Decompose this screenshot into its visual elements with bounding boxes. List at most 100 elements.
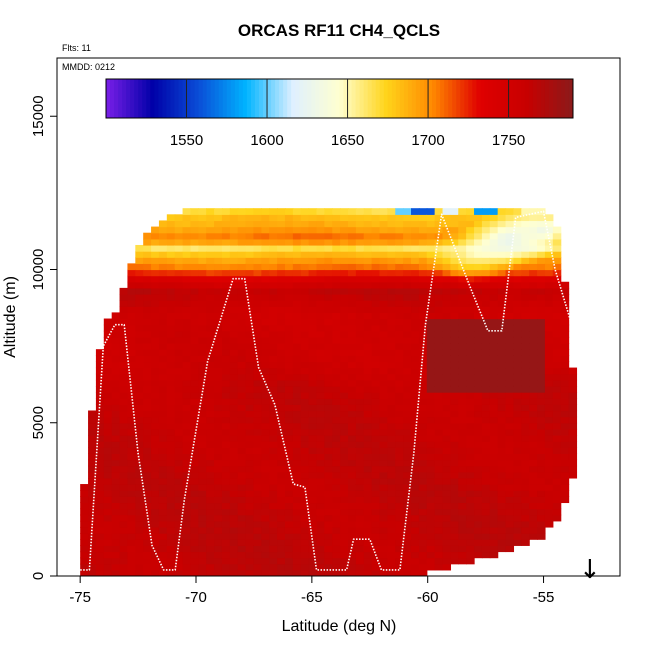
heatmap-cell [458,533,467,540]
heatmap-cell [292,477,302,485]
heatmap-cell [214,471,223,479]
heatmap-cell [269,465,278,473]
heatmap-cell [544,336,554,344]
heatmap-cell [324,514,333,522]
heatmap-cell [206,220,215,228]
heatmap-cell [434,392,444,399]
heatmap-cell [458,496,467,504]
heatmap-cell [442,435,452,442]
heatmap-cell [505,471,515,479]
heatmap-cell [95,373,105,381]
heatmap-cell [521,422,530,430]
heatmap-cell [308,306,318,313]
heatmap-cell [214,214,223,222]
heatmap-cell [355,526,365,534]
heatmap-cell [505,539,515,546]
heatmap-cell [324,392,333,399]
heatmap-cell [363,367,373,375]
heatmap-cell [151,514,160,522]
heatmap-cell [253,300,262,307]
heatmap-cell [434,490,444,497]
heatmap-cell [426,471,436,479]
heatmap-cell [182,422,192,430]
heatmap-cell [474,526,483,534]
heatmap-cell [481,349,491,356]
heatmap-cell [403,385,412,393]
heatmap-cell [119,367,129,375]
heatmap-cell [403,287,412,295]
heatmap-cell [151,294,160,301]
heatmap-cell [237,300,247,307]
heatmap-cell [537,441,546,448]
heatmap-cell [229,533,239,540]
heatmap-cell [568,453,578,461]
heatmap-cell [182,343,192,350]
heatmap-cell [426,502,436,510]
colorbar-segment [403,79,409,118]
heatmap-cell [198,226,207,234]
heatmap-cell [355,453,365,461]
heatmap-cell [135,484,144,491]
heatmap-cell [277,557,286,565]
heatmap-cell [277,471,286,479]
heatmap-cell [340,569,349,576]
heatmap-cell [332,435,341,442]
heatmap-cell [458,545,467,553]
heatmap-cell [182,257,192,264]
heatmap-cell [300,526,310,534]
heatmap-cell [521,373,530,381]
heatmap-cell [300,232,310,240]
heatmap-cell [253,447,262,454]
heatmap-cell [166,251,176,258]
heatmap-cell [332,226,341,234]
heatmap-cell [166,465,176,473]
heatmap-cell [277,539,286,546]
heatmap-cell [434,208,444,215]
heatmap-cell [88,410,97,418]
heatmap-cell [300,404,310,412]
heatmap-cell [450,477,459,485]
heatmap-cell [466,484,475,491]
heatmap-cell [198,208,207,215]
heatmap-cell [324,373,333,381]
heatmap-cell [529,281,538,289]
heatmap-cell [489,355,499,363]
heatmap-cell [174,520,184,528]
heatmap-cell [363,459,373,467]
heatmap-cell [308,569,318,576]
heatmap-cell [300,428,310,436]
heatmap-cell [529,496,538,504]
heatmap-cell [80,490,89,497]
heatmap-cell [277,318,286,326]
heatmap-cell [537,453,546,461]
heatmap-cell [466,281,475,289]
heatmap-cell [355,349,365,356]
heatmap-cell [442,257,452,264]
heatmap-cell [292,281,302,289]
heatmap-cell [403,496,412,504]
heatmap-cell [182,300,192,307]
heatmap-cell [229,496,239,504]
heatmap-cell [158,428,168,436]
heatmap-cell [151,477,160,485]
heatmap-cell [450,318,459,326]
heatmap-cell [269,569,278,576]
heatmap-cell [497,435,507,442]
heatmap-cell [450,312,459,320]
heatmap-cell [111,343,121,350]
heatmap-cell [182,294,192,301]
heatmap-cell [411,428,420,436]
heatmap-cell [497,294,507,301]
heatmap-cell [466,220,475,228]
heatmap-cell [395,490,404,497]
heatmap-cell [143,244,152,252]
heatmap-cell [174,435,184,442]
heatmap-cell [355,306,365,313]
heatmap-cell [198,477,207,485]
heatmap-cell [387,557,396,565]
heatmap-cell [269,220,278,228]
heatmap-cell [395,465,404,473]
heatmap-cell [221,244,231,252]
heatmap-cell [284,465,294,473]
heatmap-cell [324,410,333,418]
